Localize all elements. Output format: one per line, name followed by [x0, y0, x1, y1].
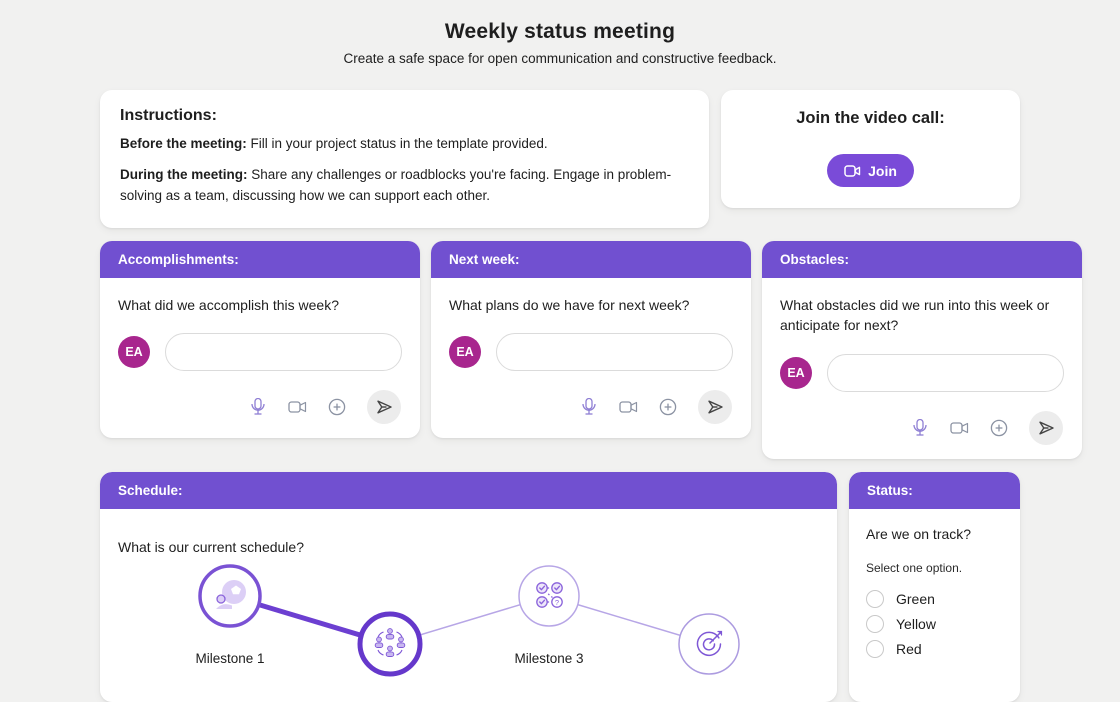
obstacles-question: What obstacles did we run into this week…: [780, 297, 1050, 334]
avatar: EA: [780, 356, 812, 389]
schedule-question: What is our current schedule?: [118, 538, 304, 555]
status-option-yellow[interactable]: Yellow: [866, 614, 1003, 633]
video-camera-icon[interactable]: [619, 399, 638, 415]
instructions-before: Before the meeting: Fill in your project…: [120, 134, 689, 154]
page-header: Weekly status meeting Create a safe spac…: [100, 20, 1020, 66]
radio-yellow[interactable]: [866, 614, 884, 633]
target-dart-icon: [696, 630, 723, 656]
video-camera-icon: [844, 164, 861, 178]
accomplishments-question: What did we accomplish this week?: [118, 297, 339, 313]
page-title: Weekly status meeting: [444, 20, 676, 43]
video-camera-icon[interactable]: [288, 399, 307, 415]
join-button[interactable]: Join: [827, 154, 914, 187]
milestone-diagram: ? Milestone 1 Milestone 3: [195, 563, 740, 677]
obstacles-card: Obstacles: What obstacles did we run int…: [762, 241, 1082, 459]
send-icon[interactable]: [367, 390, 401, 425]
during-meeting-text: Share any challenges or roadblocks you'r…: [120, 167, 672, 203]
milestone-3-label: Milestone 3: [514, 651, 583, 666]
join-button-label: Join: [868, 162, 897, 179]
microphone-icon[interactable]: [911, 418, 929, 437]
send-icon[interactable]: [1029, 410, 1063, 445]
instructions-during: During the meeting: Share any challenges…: [120, 165, 689, 206]
page-subtitle: Create a safe space for open communicati…: [343, 51, 777, 66]
milestone-1-label: Milestone 1: [195, 651, 264, 666]
obstacles-header: Obstacles:: [762, 241, 1082, 278]
status-options: Green Yellow Red: [866, 589, 1003, 658]
tasks-checklist-icon: ?: [536, 581, 563, 608]
avatar: EA: [118, 336, 150, 369]
status-header: Status:: [849, 471, 1020, 509]
accomplishments-header: Accomplishments:: [100, 241, 420, 278]
milestone-1-node[interactable]: [198, 563, 262, 628]
svg-text:?: ?: [555, 597, 559, 606]
next-week-header: Next week:: [431, 241, 751, 278]
accomplishments-input[interactable]: [165, 333, 402, 372]
send-icon[interactable]: [698, 390, 732, 425]
milestone-connectors: [229, 593, 710, 646]
avatar: EA: [449, 336, 481, 369]
status-card: Status: Are we on track? Select one opti…: [849, 471, 1020, 702]
milestone-3-node[interactable]: ?: [518, 564, 580, 627]
status-instruction: Select one option.: [866, 560, 963, 575]
plus-circle-icon[interactable]: [990, 419, 1008, 437]
radio-green[interactable]: [866, 589, 884, 608]
milestone-4-node[interactable]: [678, 612, 740, 675]
radio-red-label: Red: [896, 640, 922, 657]
weekly-status-page: Weekly status meeting Create a safe spac…: [100, 0, 1082, 702]
video-camera-icon[interactable]: [950, 420, 969, 436]
radio-yellow-label: Yellow: [896, 615, 936, 632]
plus-circle-icon[interactable]: [659, 398, 677, 416]
instructions-heading: Instructions:: [120, 107, 217, 124]
during-meeting-label: During the meeting:: [120, 167, 248, 183]
status-option-red[interactable]: Red: [866, 639, 1003, 658]
schedule-header: Schedule:: [100, 471, 837, 509]
status-option-green[interactable]: Green: [866, 589, 1003, 608]
before-meeting-label: Before the meeting:: [120, 136, 247, 151]
next-week-card: Next week: What plans do we have for nex…: [431, 241, 751, 439]
team-collaboration-icon: [374, 627, 406, 657]
idea-person-icon: [216, 579, 246, 609]
instructions-card: Instructions: Before the meeting: Fill i…: [100, 90, 709, 228]
microphone-icon[interactable]: [249, 398, 267, 416]
video-call-card: Join the video call: Join: [721, 90, 1020, 208]
accomplishments-card: Accomplishments: What did we accomplish …: [100, 241, 420, 439]
radio-green-label: Green: [896, 590, 935, 607]
radio-red[interactable]: [866, 639, 884, 658]
next-week-input[interactable]: [496, 333, 733, 372]
plus-circle-icon[interactable]: [328, 398, 346, 416]
microphone-icon[interactable]: [580, 398, 598, 416]
status-question: Are we on track?: [866, 525, 972, 542]
video-call-heading: Join the video call:: [796, 109, 945, 127]
milestone-2-node[interactable]: [357, 611, 423, 677]
next-week-question: What plans do we have for next week?: [449, 297, 690, 313]
schedule-card: Schedule: What is our current schedule?: [100, 471, 837, 702]
obstacles-input[interactable]: [827, 353, 1064, 392]
before-meeting-text: Fill in your project status in the templ…: [246, 136, 548, 151]
